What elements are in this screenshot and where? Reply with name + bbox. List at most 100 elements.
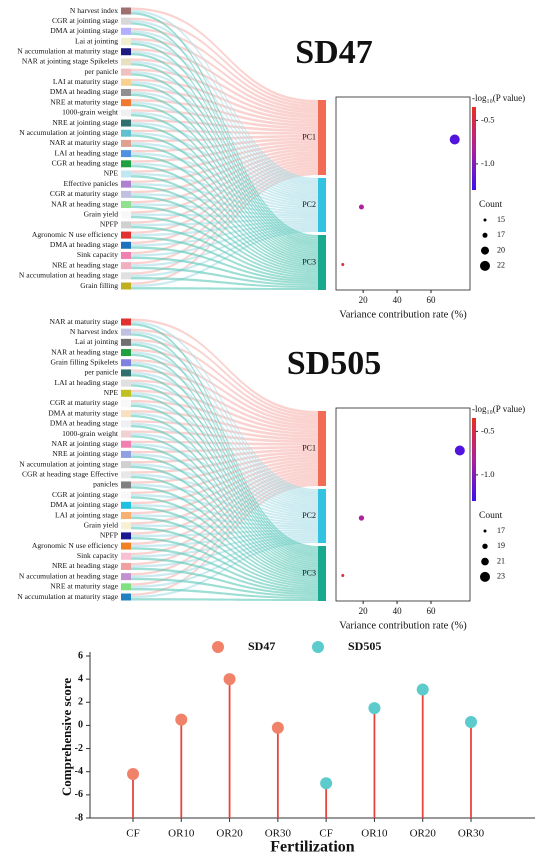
node-swatch — [121, 109, 131, 117]
node-label: Agronomic N use efficiency — [32, 541, 118, 550]
lollipop-head — [127, 768, 139, 781]
count-legend-label: 17 — [497, 230, 505, 239]
y-tick-label: -8 — [75, 812, 83, 823]
sankey-link — [131, 320, 318, 491]
lollipop-head — [271, 721, 284, 734]
sankey-link — [131, 7, 318, 103]
node-swatch — [121, 58, 131, 66]
y-tick-label: -2 — [75, 743, 83, 754]
sankey-link — [131, 318, 318, 414]
node-swatch — [121, 88, 131, 96]
node-swatch — [121, 552, 131, 560]
node-label: NRE at maturity stage — [50, 97, 118, 106]
node-swatch — [121, 440, 131, 448]
node-swatch — [121, 410, 131, 418]
node-label: panicles — [93, 480, 118, 489]
y-tick-label: 0 — [78, 720, 83, 731]
node-label: Lai at jointing — [75, 36, 118, 45]
x-tick-label: OR30 — [265, 828, 292, 840]
node-label: LAI at heading stage — [55, 378, 119, 387]
node-label: N accumulation at maturity stage — [17, 46, 118, 55]
panel-title: SD505 — [287, 345, 381, 382]
node-label: CGR at maturity stage — [50, 189, 119, 198]
sankey-link — [131, 134, 318, 261]
node-swatch — [121, 328, 131, 336]
pc-label: PC3 — [302, 568, 316, 577]
node-label: N accumulation at heading stage — [19, 571, 119, 580]
node-swatch — [121, 573, 131, 581]
node-swatch — [121, 420, 131, 428]
pc-label: PC1 — [302, 132, 316, 141]
sankey-link — [131, 246, 318, 283]
sankey-link — [131, 256, 318, 285]
node-swatch — [121, 262, 131, 270]
node-label: N accumulation at heading stage — [19, 271, 119, 280]
scatter-point — [358, 204, 364, 210]
sankey-link — [131, 140, 318, 163]
x-tick-label: OR20 — [410, 828, 437, 840]
node-swatch — [121, 48, 131, 56]
colorbar — [472, 107, 476, 190]
colorbar-tick-label: -1.0 — [481, 469, 494, 479]
node-label: NAR at heading stage — [51, 199, 118, 208]
lollipop-head — [465, 715, 477, 728]
pc-label: PC2 — [302, 511, 316, 520]
pc-bar — [318, 411, 326, 486]
node-swatch — [121, 272, 131, 280]
node-label: CGR at maturity stage — [50, 398, 119, 407]
node-label: DMA at maturity stage — [48, 408, 118, 417]
node-label: NPFP — [100, 531, 118, 540]
sankey-link — [131, 328, 318, 417]
sankey-link — [131, 32, 318, 241]
node-label: per panicle — [84, 368, 118, 377]
count-legend-dot — [482, 232, 488, 238]
node-swatch — [121, 282, 131, 290]
x-tick-label: 20 — [359, 295, 369, 305]
sankey-link — [131, 369, 318, 428]
node-label: DMA at heading stage — [50, 240, 119, 249]
pc-label: PC1 — [302, 443, 316, 452]
pc-bar — [318, 546, 326, 601]
lollipop-head — [416, 683, 429, 696]
sankey-link — [131, 27, 318, 109]
node-label: Grain yield — [84, 520, 119, 529]
lollipop-head — [368, 702, 381, 715]
sankey-link — [131, 557, 318, 594]
sankey-link — [131, 459, 318, 505]
pc-bar — [318, 235, 326, 290]
y-tick-label: 6 — [78, 650, 83, 661]
sankey-link — [131, 453, 318, 484]
x-tick-label: OR20 — [216, 828, 243, 840]
count-legend-dot — [481, 557, 489, 566]
node-swatch — [121, 38, 131, 46]
sankey-link — [131, 412, 318, 509]
scatter-frame — [335, 407, 471, 602]
node-swatch — [121, 180, 131, 188]
sankey-link — [131, 448, 318, 464]
x-tick-label: OR10 — [361, 828, 388, 840]
node-swatch — [121, 379, 131, 387]
sankey-link — [131, 394, 318, 562]
sankey-link — [131, 486, 318, 580]
node-label: LAI at jointing stage — [55, 510, 119, 519]
node-swatch — [121, 139, 131, 147]
sankey-link — [131, 359, 318, 425]
pc-bar — [318, 100, 326, 175]
node-label: N accumulation at jointing stage — [19, 128, 118, 137]
colorbar — [472, 418, 476, 501]
legend-marker — [312, 641, 324, 653]
node-swatch — [121, 532, 131, 540]
node-label: Grain yield — [84, 209, 119, 218]
colorbar-tick-label: -0.5 — [481, 114, 494, 124]
sankey-link — [131, 154, 318, 265]
sankey-link — [131, 276, 318, 289]
node-label: NRE at jointing stage — [52, 449, 118, 458]
x-tick-label: 40 — [393, 295, 403, 305]
sankey-link — [131, 435, 318, 570]
sankey-link — [131, 331, 318, 493]
sankey-link — [131, 164, 318, 267]
node-swatch — [121, 512, 131, 520]
sankey-link — [131, 349, 318, 422]
count-legend-dot — [480, 260, 490, 271]
x-tick-label: OR10 — [168, 828, 195, 840]
